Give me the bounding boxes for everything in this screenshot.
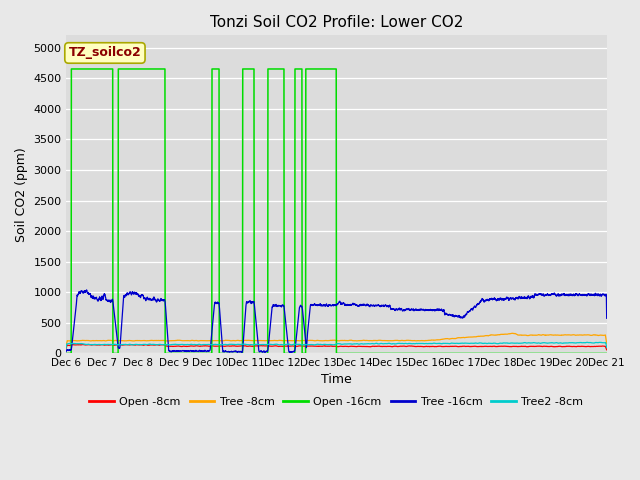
Tree -16cm bbox=[83, 287, 90, 293]
Tree -8cm bbox=[465, 334, 473, 340]
Tree -16cm bbox=[261, 350, 269, 356]
Tree -16cm bbox=[507, 295, 515, 301]
Tree -16cm bbox=[161, 297, 168, 303]
Tree -8cm bbox=[507, 331, 515, 336]
Open -16cm bbox=[161, 66, 168, 72]
Tree -16cm bbox=[387, 305, 394, 311]
Line: Tree -8cm: Tree -8cm bbox=[66, 333, 607, 347]
Tree -8cm bbox=[413, 338, 421, 344]
Tree2 -8cm bbox=[583, 339, 591, 345]
Open -8cm bbox=[79, 342, 86, 348]
Legend: Open -8cm, Tree -8cm, Open -16cm, Tree -16cm, Tree2 -8cm: Open -8cm, Tree -8cm, Open -16cm, Tree -… bbox=[85, 393, 588, 411]
Y-axis label: Soil CO2 (ppm): Soil CO2 (ppm) bbox=[15, 147, 28, 242]
Tree2 -8cm bbox=[507, 340, 515, 346]
Tree2 -8cm bbox=[603, 345, 611, 350]
Open -8cm bbox=[269, 343, 276, 349]
Tree -16cm bbox=[62, 349, 70, 355]
Tree -8cm bbox=[160, 337, 168, 343]
Tree2 -8cm bbox=[465, 340, 473, 346]
Line: Open -16cm: Open -16cm bbox=[66, 69, 607, 353]
Open -16cm bbox=[387, 350, 394, 356]
Open -8cm bbox=[603, 347, 611, 353]
Tree -16cm bbox=[603, 315, 611, 321]
Open -8cm bbox=[414, 344, 422, 349]
Open -8cm bbox=[507, 344, 515, 349]
X-axis label: Time: Time bbox=[321, 373, 351, 386]
Tree2 -8cm bbox=[269, 342, 276, 348]
Tree -8cm bbox=[62, 344, 70, 349]
Open -16cm bbox=[603, 350, 611, 356]
Tree2 -8cm bbox=[160, 342, 168, 348]
Open -8cm bbox=[161, 342, 168, 348]
Tree -8cm bbox=[269, 338, 276, 344]
Tree2 -8cm bbox=[387, 341, 394, 347]
Line: Tree2 -8cm: Tree2 -8cm bbox=[66, 342, 607, 348]
Line: Open -8cm: Open -8cm bbox=[66, 345, 607, 350]
Open -16cm bbox=[466, 350, 474, 356]
Open -16cm bbox=[62, 350, 70, 356]
Tree -16cm bbox=[414, 307, 422, 313]
Tree -8cm bbox=[508, 330, 516, 336]
Open -16cm bbox=[269, 66, 276, 72]
Text: TZ_soilco2: TZ_soilco2 bbox=[68, 47, 141, 60]
Open -16cm bbox=[507, 350, 515, 356]
Open -8cm bbox=[466, 344, 474, 349]
Tree2 -8cm bbox=[413, 341, 421, 347]
Tree -8cm bbox=[387, 338, 394, 344]
Open -8cm bbox=[62, 346, 70, 352]
Tree -16cm bbox=[466, 308, 474, 314]
Tree -8cm bbox=[603, 341, 611, 347]
Tree2 -8cm bbox=[62, 346, 70, 351]
Open -16cm bbox=[414, 350, 422, 356]
Tree -16cm bbox=[269, 303, 276, 309]
Line: Tree -16cm: Tree -16cm bbox=[66, 290, 607, 353]
Open -16cm bbox=[67, 66, 75, 72]
Title: Tonzi Soil CO2 Profile: Lower CO2: Tonzi Soil CO2 Profile: Lower CO2 bbox=[209, 15, 463, 30]
Open -8cm bbox=[387, 344, 394, 349]
